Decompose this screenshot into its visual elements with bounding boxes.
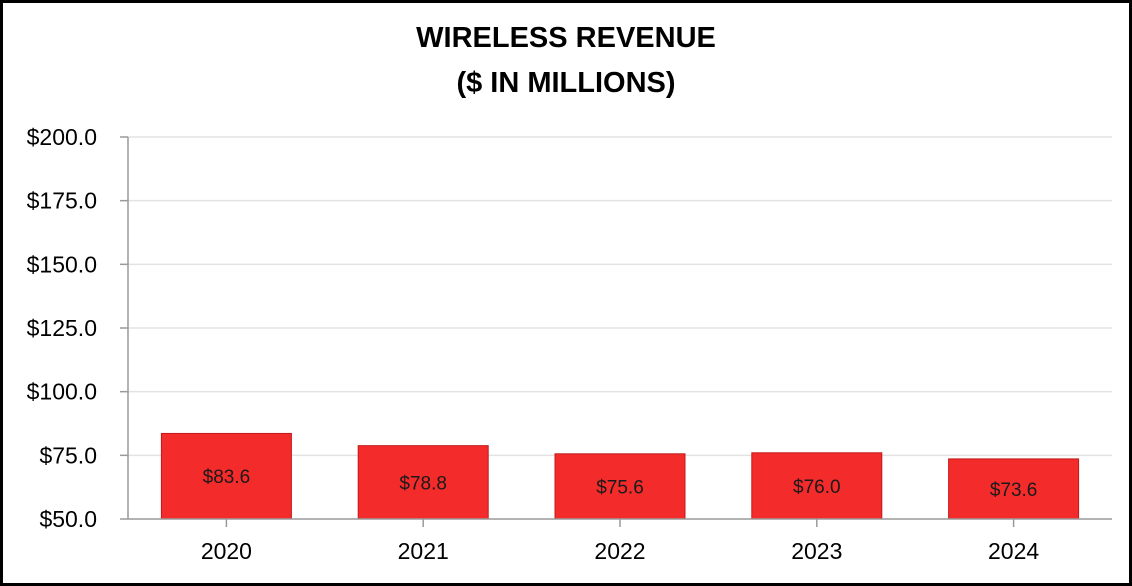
- x-tick-label-2020: 2020: [201, 538, 252, 564]
- bar-2021: [357, 445, 489, 520]
- chart-title-line-2: ($ IN MILLIONS): [456, 67, 675, 99]
- y-tick-label: $125.0: [27, 315, 97, 341]
- data-label-2024: $73.6: [990, 480, 1038, 501]
- y-tick-label: $50.0: [39, 506, 97, 532]
- x-tick-label-2022: 2022: [594, 538, 645, 564]
- bar-2023: [751, 452, 883, 520]
- y-tick-label: $75.0: [39, 442, 97, 468]
- bar-2024: [948, 458, 1080, 520]
- bar-2020: [160, 432, 292, 520]
- data-label-2022: $75.6: [596, 477, 644, 498]
- x-tick-label-2024: 2024: [988, 538, 1039, 564]
- y-tick-label: $150.0: [27, 251, 97, 277]
- data-label-2020: $83.6: [203, 467, 251, 488]
- chart-title-line-1: WIRELESS REVENUE: [416, 22, 716, 54]
- bar-2022: [554, 453, 686, 520]
- y-tick-label: $200.0: [27, 124, 97, 150]
- y-tick-label: $175.0: [27, 188, 97, 214]
- y-tick-label: $100.0: [27, 379, 97, 405]
- x-tick-label-2021: 2021: [398, 538, 449, 564]
- data-label-2021: $78.8: [399, 473, 447, 494]
- data-label-2023: $76.0: [793, 477, 841, 498]
- x-tick-label-2023: 2023: [791, 538, 842, 564]
